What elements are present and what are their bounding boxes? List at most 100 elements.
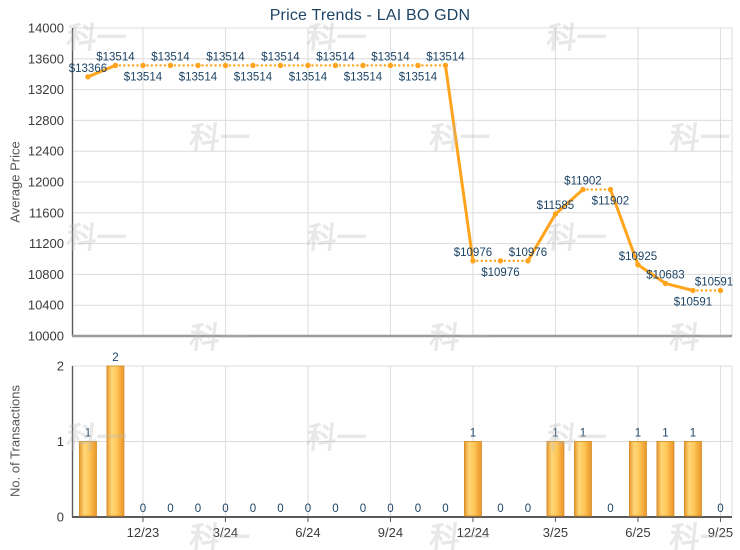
data-point-marker[interactable]: [277, 62, 284, 69]
price-y-tick-label: 12000: [28, 175, 64, 190]
chart-title: Price Trends - LAI BO GDN: [269, 7, 471, 24]
transaction-count-label: 1: [635, 428, 641, 440]
data-point-marker[interactable]: [497, 258, 504, 264]
transaction-count-label: 1: [470, 428, 476, 440]
x-tick-label: 12/24: [457, 525, 490, 540]
data-point-marker[interactable]: [360, 62, 366, 69]
price-y-tick-label: 13200: [28, 82, 64, 97]
x-tick-label: 12/23: [127, 525, 160, 540]
price-y-tick-label: 10800: [28, 267, 64, 282]
x-tick-label: 9/24: [378, 525, 403, 540]
price-data-label: $13514: [179, 71, 218, 83]
data-point-marker[interactable]: [195, 62, 201, 69]
data-point-marker[interactable]: [167, 62, 174, 69]
price-y-tick-label: 12800: [28, 113, 64, 128]
data-point-marker[interactable]: [250, 62, 256, 69]
price-data-label: $10925: [619, 251, 657, 263]
transaction-count-label: 0: [305, 503, 311, 515]
data-point-marker[interactable]: [305, 62, 311, 69]
y-axis-title-transactions: No. of Transactions: [7, 385, 23, 497]
price-data-label: $10591: [674, 296, 712, 308]
price-segment-solid: [608, 188, 640, 267]
transaction-count-label: 0: [167, 503, 173, 515]
x-tick-label: 3/24: [213, 525, 238, 540]
data-point-marker[interactable]: [607, 186, 614, 193]
transaction-bar[interactable]: [79, 441, 97, 517]
transaction-count-label: 0: [525, 503, 531, 515]
tx-y-tick-label: 0: [57, 510, 64, 525]
transaction-count-label: 0: [717, 503, 723, 515]
transaction-bar[interactable]: [546, 441, 565, 517]
price-data-label: $13514: [206, 51, 245, 63]
transaction-count-label: 0: [360, 503, 366, 515]
price-data-label: $10976: [509, 247, 547, 259]
data-point-marker[interactable]: [580, 186, 586, 193]
price-data-label: $13514: [316, 51, 355, 63]
price-data-label: $10976: [481, 267, 519, 279]
data-point-marker[interactable]: [635, 262, 641, 268]
data-point-marker[interactable]: [442, 62, 449, 69]
price-segment-solid: [553, 188, 585, 216]
transaction-bar[interactable]: [464, 441, 482, 517]
data-point-marker[interactable]: [112, 62, 119, 69]
transaction-bar[interactable]: [684, 441, 702, 517]
price-data-label: $10591: [695, 276, 733, 288]
transaction-bar[interactable]: [106, 365, 125, 517]
price-data-label: $11902: [592, 196, 630, 208]
transaction-count-label: 0: [497, 503, 503, 515]
transaction-count-label: 0: [442, 503, 448, 515]
transaction-count-label: 0: [222, 503, 228, 515]
data-point-marker[interactable]: [387, 62, 394, 69]
transaction-count-label: 0: [607, 503, 613, 515]
data-point-marker[interactable]: [222, 62, 229, 69]
transaction-bar[interactable]: [656, 441, 675, 517]
transaction-bar[interactable]: [574, 441, 592, 517]
price-y-tick-label: 14000: [28, 21, 64, 36]
transaction-count-label: 0: [140, 503, 146, 515]
price-segment-solid: [636, 263, 667, 285]
transaction-count-label: 1: [552, 428, 558, 440]
price-data-label: $13514: [234, 71, 273, 83]
y-axis-title-average-price: Average Price: [7, 141, 23, 223]
data-point-marker[interactable]: [85, 74, 91, 80]
transaction-count-label: 0: [387, 503, 393, 515]
x-tick-label: 3/25: [543, 525, 568, 540]
data-point-marker[interactable]: [525, 258, 531, 264]
data-point-marker[interactable]: [690, 287, 696, 294]
price-data-label: $13514: [96, 51, 135, 63]
transaction-count-label: 0: [195, 503, 201, 515]
price-data-label: $13514: [399, 71, 438, 83]
transaction-count-label: 1: [580, 428, 586, 440]
price-data-label: $13514: [289, 71, 328, 83]
data-point-marker[interactable]: [662, 280, 669, 287]
transaction-bar[interactable]: [629, 441, 647, 517]
price-y-tick-label: 11600: [29, 205, 64, 220]
price-segment-solid: [86, 63, 117, 79]
data-point-marker[interactable]: [470, 258, 476, 264]
data-point-marker[interactable]: [415, 62, 421, 69]
price-segment-solid: [663, 281, 695, 292]
transaction-count-label: 2: [112, 352, 118, 364]
price-y-tick-label: 10400: [28, 298, 64, 313]
price-data-label: $11902: [564, 176, 602, 188]
data-point-marker[interactable]: [552, 211, 559, 217]
data-point-marker[interactable]: [140, 62, 146, 69]
x-tick-label: 6/25: [625, 525, 650, 540]
price-data-label: $11585: [537, 200, 575, 212]
x-tick-label: 6/24: [295, 525, 320, 540]
data-point-marker[interactable]: [717, 287, 724, 294]
price-y-tick-label: 10000: [28, 329, 64, 344]
transaction-count-label: 0: [250, 503, 256, 515]
price-data-points: $13366$13514$13514$13514$13514$13514$135…: [69, 51, 733, 308]
data-point-marker[interactable]: [332, 62, 339, 69]
transaction-count-label: 1: [662, 428, 668, 440]
axes: [71, 28, 732, 522]
price-data-label: $10976: [454, 247, 492, 259]
transaction-count-label: 1: [85, 428, 91, 440]
price-segment-solid: [443, 63, 475, 263]
price-data-label: $13514: [151, 51, 190, 63]
transaction-bars: 1 2 0 0 0 0 0 0 0 0 0 0 0 0 1 0 0 1 1 0 1 1 1 0: [79, 352, 724, 517]
price-y-tick-label: 11200: [29, 236, 64, 251]
price-line-series: [86, 63, 722, 292]
